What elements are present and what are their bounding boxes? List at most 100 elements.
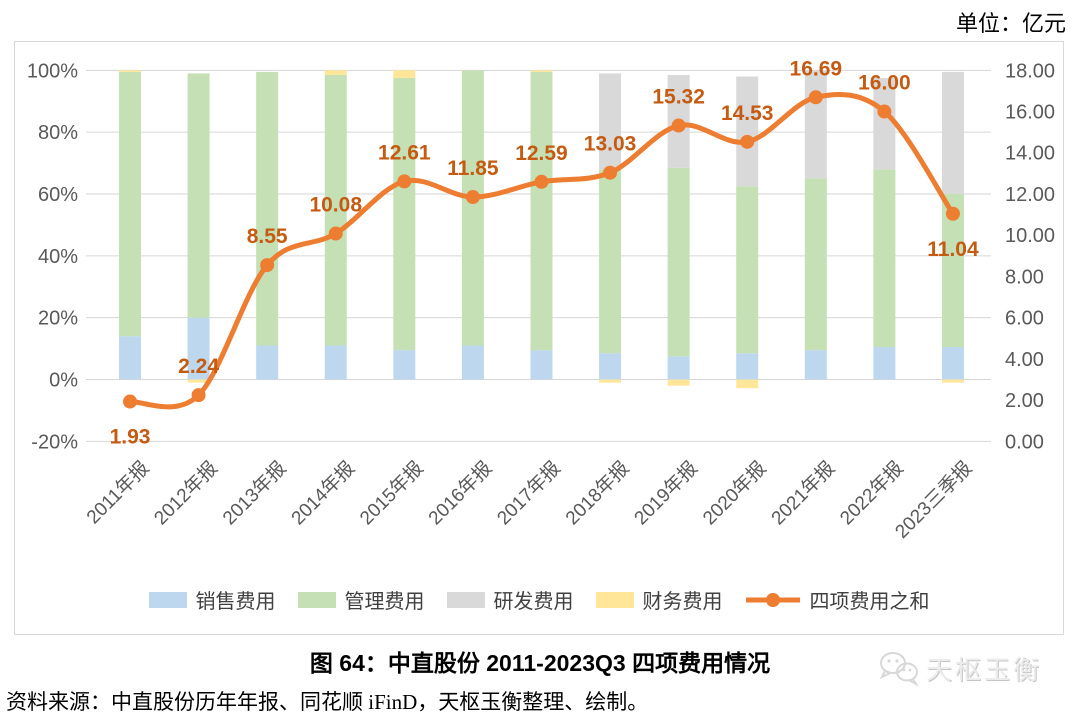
line-marker: [945, 206, 960, 221]
bar-2014年报: [324, 70, 347, 380]
left-axis-tick: 0%: [49, 370, 78, 392]
data-label: 12.61: [378, 141, 431, 164]
line-marker: [328, 226, 343, 241]
bar-segment-mgmt: [804, 178, 827, 351]
bar-segment-fin: [941, 379, 964, 383]
x-axis-tick: 2012年报: [150, 457, 222, 529]
watermark: 天枢玉衡: [876, 648, 1042, 688]
bar-segment-sales: [393, 350, 416, 380]
data-label: 13.03: [584, 133, 637, 156]
x-axis-tick: 2011年报: [82, 457, 153, 528]
legend-item-rd: 研发费用: [446, 585, 574, 614]
bar-segment-sales: [119, 336, 141, 380]
bar-segment-mgmt: [187, 73, 210, 318]
bar-segment-sales: [736, 353, 759, 380]
left-axis-tick: -20%: [31, 431, 78, 453]
right-axis-tick: 18.00: [1005, 60, 1055, 82]
unit-label: 单位：亿元: [955, 11, 1066, 36]
figure-caption: 图 64：中直股份 2011-2023Q3 四项费用情况: [309, 650, 771, 676]
line-marker: [260, 258, 275, 273]
x-axis-tick: 2022年报: [836, 457, 908, 529]
bar-segment-sales: [187, 317, 210, 380]
bar-segment-sales: [804, 350, 827, 380]
bar-segment-fin: [736, 379, 759, 389]
left-axis-tick: 60%: [38, 184, 78, 206]
line-marker: [740, 134, 755, 149]
right-axis-tick: 2.00: [1005, 390, 1044, 412]
data-label: 15.32: [652, 86, 705, 109]
bar-segment-mgmt: [393, 78, 416, 351]
legend-item-mgmt: 管理费用: [297, 585, 425, 614]
wechat-logo-icon: [879, 652, 919, 687]
bar-segment-sales: [873, 347, 896, 380]
y-axis-right-labels: 18.00 16.00 14.00 12.00 10.00 8.00 6.00 4.00 2.0…: [1005, 60, 1055, 453]
bar-2022年报: [873, 78, 896, 380]
bar-segment-fin: [667, 379, 690, 386]
bar-2018年报: [599, 73, 622, 383]
line-marker: [603, 165, 618, 180]
x-axis-tick: 2013年报: [218, 457, 290, 529]
bar-2015年报: [393, 70, 416, 380]
bar-2016年报: [461, 70, 484, 380]
data-label: 1.93: [110, 426, 151, 449]
bar-2020年报: [736, 76, 759, 389]
bar-2012年报: [187, 73, 210, 383]
bar-segment-mgmt: [119, 71, 141, 337]
x-axis-tick: 2014年报: [287, 457, 359, 529]
bar-segment-sales: [461, 345, 484, 380]
line-marker: [191, 388, 206, 403]
bar-segment-fin: [393, 70, 416, 79]
line-marker: [534, 174, 549, 189]
chart-frame: 100% 80% 60% 40% 20% 0% -20% 18.00 16.00 14.00 12.…: [14, 41, 1064, 635]
bar-segment-mgmt: [599, 169, 622, 354]
x-axis-tick: 2017年报: [493, 457, 565, 529]
data-label: 10.08: [309, 194, 362, 217]
bar-segment-sales: [941, 347, 964, 380]
bar-segment-fin: [187, 379, 210, 383]
bar-segment-mgmt: [461, 70, 484, 346]
right-axis-tick: 6.00: [1005, 308, 1044, 330]
bar-2021年报: [804, 70, 827, 380]
line-marker: [671, 118, 686, 133]
right-axis-tick: 12.00: [1005, 184, 1055, 206]
y-axis-left-labels: 100% 80% 60% 40% 20% 0% -20%: [27, 60, 78, 453]
bar-segment-mgmt: [324, 74, 347, 346]
data-label: 11.85: [447, 157, 499, 180]
line-marker: [123, 394, 137, 409]
right-axis-tick: 0.00: [1005, 431, 1044, 453]
line-marker: [877, 104, 892, 119]
bar-segment-fin: [599, 379, 622, 383]
x-axis-tick: 2021年报: [767, 457, 839, 529]
bar-segment-mgmt: [736, 186, 759, 354]
legend-item-sales: 销售费用: [148, 585, 276, 614]
legend-swatch-fin: [595, 591, 634, 608]
legend-swatch-sales: [148, 591, 187, 608]
legend-label-sales: 销售费用: [195, 591, 276, 613]
bar-segment-sales: [256, 345, 279, 380]
bar-segment-sales: [599, 353, 622, 380]
bar-segment-sales: [530, 350, 553, 380]
x-axis-labels: 2011年报2012年报2013年报2014年报2015年报2016年报2017…: [82, 457, 976, 543]
bar-segment-mgmt: [530, 71, 553, 351]
x-axis-tick: 2016年报: [424, 457, 496, 529]
data-label: 2.24: [178, 355, 219, 378]
x-axis-tick: 2020年报: [698, 457, 770, 529]
watermark-text: 天枢玉衡: [926, 654, 1043, 685]
legend-label-fin: 财务费用: [642, 591, 723, 613]
x-axis-tick: 2018年报: [561, 457, 633, 529]
bar-segment-fin: [324, 70, 347, 75]
left-axis-tick: 40%: [38, 246, 78, 268]
x-axis-tick: 2015年报: [356, 457, 428, 529]
data-label: 16.69: [790, 57, 843, 80]
left-axis-tick: 20%: [38, 308, 78, 330]
total-line-series: [123, 90, 960, 410]
data-label: 11.04: [927, 238, 979, 261]
data-label: 8.55: [247, 225, 288, 248]
bar-segment-rd: [599, 73, 622, 170]
legend-line-swatch: [745, 592, 800, 607]
left-axis-tick: 80%: [38, 122, 78, 144]
data-labels: 1.93 2.24 8.55 10.08 12.61 11.85 12.59 13.03 15.…: [110, 57, 979, 448]
line-marker: [465, 190, 480, 205]
legend-label-rd: 研发费用: [493, 591, 574, 613]
chart-legend: 销售费用 管理费用 研发费用 财务费用 四项费用之和: [15, 585, 1063, 614]
